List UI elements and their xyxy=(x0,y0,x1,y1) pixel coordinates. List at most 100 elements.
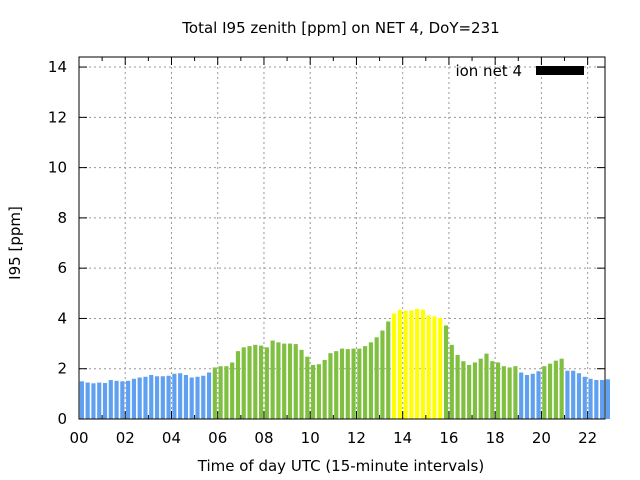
bar xyxy=(339,348,345,419)
bar xyxy=(553,360,558,419)
bar xyxy=(195,376,200,419)
bar xyxy=(253,344,258,419)
y-tick-label: 0 xyxy=(57,410,67,428)
bar xyxy=(548,363,553,419)
bar xyxy=(594,380,599,419)
x-tick-labels: 00 02 04 06 08 10 12 14 16 18 20 22 xyxy=(69,429,597,447)
bar xyxy=(438,317,443,419)
bar xyxy=(582,376,587,419)
grid-lines xyxy=(79,57,605,419)
plot-frame xyxy=(78,56,606,420)
x-tick-label: 20 xyxy=(532,429,551,447)
chart-title: Total I95 zenith [ppm] on NET 4, DoY=231 xyxy=(181,19,499,37)
bar xyxy=(218,366,223,419)
bar xyxy=(443,325,449,419)
bars xyxy=(79,308,610,419)
x-tick-label: 14 xyxy=(393,429,412,447)
x-tick-label: 22 xyxy=(578,429,597,447)
bar xyxy=(461,361,466,419)
bar xyxy=(397,309,402,419)
y-axis-label: I95 [ppm] xyxy=(6,206,24,280)
bar xyxy=(368,342,373,419)
bar xyxy=(114,380,119,419)
x-tick-label: 02 xyxy=(116,429,135,447)
bar xyxy=(131,378,136,419)
bar xyxy=(490,361,495,419)
bar xyxy=(524,375,530,419)
bar xyxy=(299,349,304,419)
bar xyxy=(79,381,84,419)
bar xyxy=(287,343,293,419)
y-tick-labels: 0 2 4 6 8 10 12 14 xyxy=(48,58,67,428)
y-tick-label: 10 xyxy=(48,159,67,177)
bar xyxy=(484,353,489,419)
bar xyxy=(559,358,564,419)
bar xyxy=(403,310,408,419)
bar xyxy=(467,364,472,419)
bar xyxy=(322,359,327,419)
bar xyxy=(501,366,506,419)
bar xyxy=(235,351,241,419)
bar xyxy=(495,362,501,419)
y-tick-label: 14 xyxy=(48,58,67,76)
bar xyxy=(85,382,90,419)
bar xyxy=(178,373,183,419)
bar xyxy=(478,358,483,419)
bar xyxy=(345,349,350,419)
bar xyxy=(97,382,102,419)
y-tick-label: 6 xyxy=(57,259,67,277)
x-tick-label: 12 xyxy=(347,429,366,447)
bar xyxy=(455,354,460,419)
bar xyxy=(91,383,96,419)
y-tick-label: 12 xyxy=(48,108,67,126)
bar xyxy=(334,351,339,419)
x-tick-label: 06 xyxy=(208,429,227,447)
bar xyxy=(363,346,368,419)
x-tick-label: 04 xyxy=(162,429,181,447)
bar xyxy=(409,310,414,419)
x-tick-label: 16 xyxy=(439,429,458,447)
y-tick-label: 8 xyxy=(57,209,67,227)
bar xyxy=(536,371,541,419)
bar xyxy=(241,347,246,419)
bar xyxy=(576,373,582,419)
bar xyxy=(143,376,148,419)
bar xyxy=(351,348,356,419)
bar xyxy=(605,379,610,419)
bar xyxy=(565,370,570,419)
bar xyxy=(305,356,310,419)
bar xyxy=(519,372,524,419)
y-tick-label: 2 xyxy=(57,360,67,378)
legend: ion net 4 xyxy=(455,62,584,80)
y-tick-label: 4 xyxy=(57,309,67,327)
bar xyxy=(530,373,535,419)
bar xyxy=(513,366,518,419)
bar xyxy=(270,340,275,419)
bar xyxy=(137,377,142,419)
bar xyxy=(374,337,379,419)
bar xyxy=(258,345,264,419)
bar xyxy=(316,364,321,419)
x-tick-label: 08 xyxy=(254,429,273,447)
x-tick-label: 18 xyxy=(486,429,505,447)
bar xyxy=(224,366,229,419)
bar xyxy=(571,370,576,419)
bar xyxy=(108,380,113,419)
bar xyxy=(201,375,206,419)
legend-swatch xyxy=(536,66,584,75)
bar xyxy=(386,321,391,419)
bar xyxy=(328,353,333,419)
bar xyxy=(432,316,437,419)
x-tick-label: 10 xyxy=(301,429,320,447)
bar xyxy=(391,313,397,419)
bar xyxy=(149,375,154,419)
bar xyxy=(102,383,108,419)
bar xyxy=(357,348,362,419)
bar xyxy=(160,376,165,419)
bar xyxy=(420,309,426,419)
bar xyxy=(588,378,593,419)
bar xyxy=(472,362,478,419)
bar xyxy=(189,377,194,419)
bar xyxy=(264,347,269,419)
